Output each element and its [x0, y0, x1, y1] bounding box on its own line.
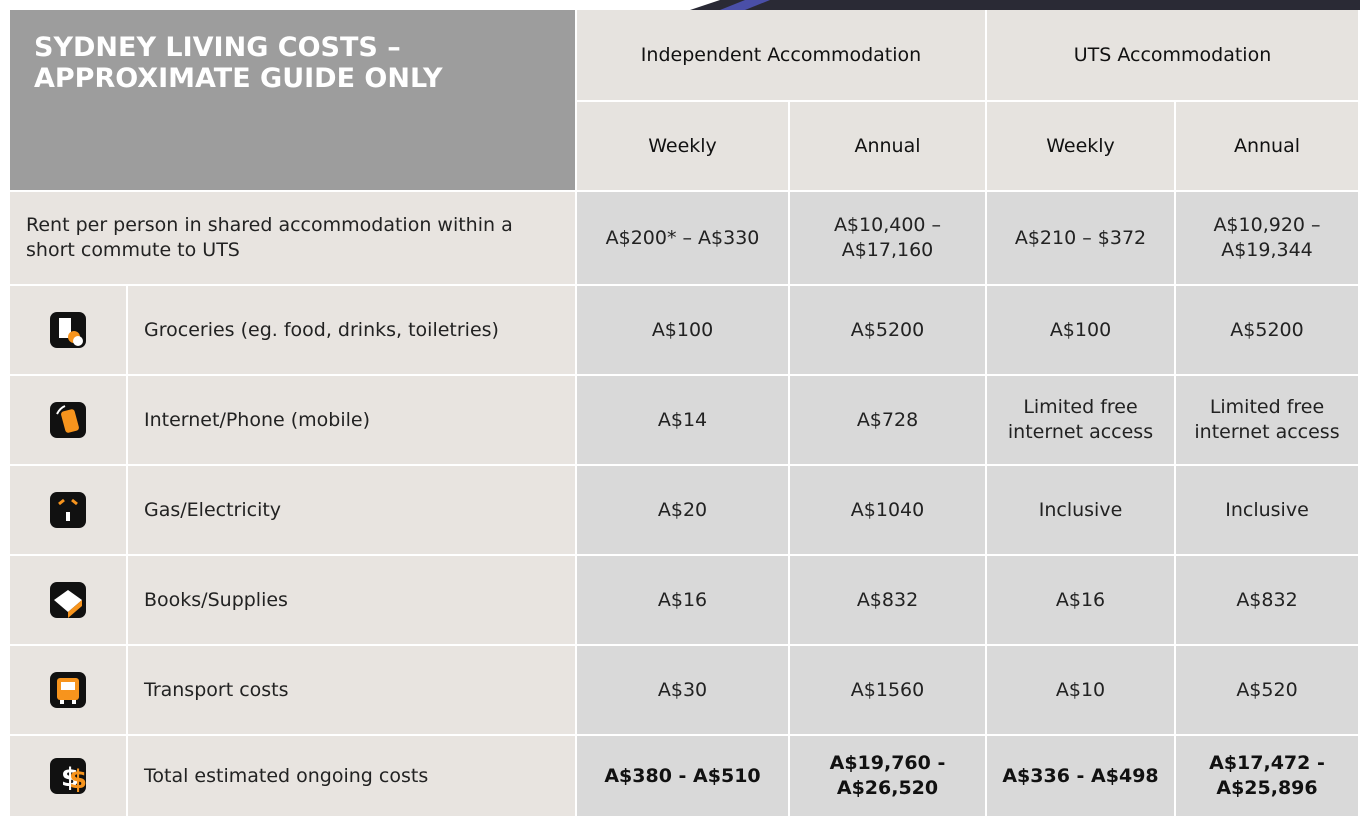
icon	[48, 670, 88, 710]
cost-value: A$5200	[790, 286, 987, 376]
icon	[48, 310, 88, 350]
cost-value: A$14	[577, 376, 790, 466]
icon	[48, 580, 88, 620]
cost-value: A$832	[1176, 556, 1360, 646]
cost-value: A$100	[987, 286, 1176, 376]
row-label: Total estimated ongoing costs	[128, 736, 577, 818]
cost-value: A$20	[577, 466, 790, 556]
svg-text:$: $	[69, 765, 87, 795]
row-icon	[10, 466, 128, 556]
column-header: Annual	[1176, 102, 1360, 192]
page: SYDNEY LIVING COSTS – APPROXIMATE GUIDE …	[0, 0, 1360, 818]
row-icon	[10, 376, 128, 466]
row-label: Groceries (eg. food, drinks, toiletries)	[128, 286, 577, 376]
cost-value: A$520	[1176, 646, 1360, 736]
cost-value: A$210 – $372	[987, 192, 1176, 286]
cost-value: Limited free internet access	[1176, 376, 1360, 466]
group-header: Independent Accommodation	[577, 10, 987, 102]
cost-value: A$200* – A$330	[577, 192, 790, 286]
cost-value: A$19,760 - A$26,520	[790, 736, 987, 818]
cost-value: A$17,472 - A$25,896	[1176, 736, 1360, 818]
row-icon: $$	[10, 736, 128, 818]
column-header: Weekly	[987, 102, 1176, 192]
cost-value: A$832	[790, 556, 987, 646]
cost-value: A$16	[577, 556, 790, 646]
cost-value: A$10	[987, 646, 1176, 736]
cost-value: A$16	[987, 556, 1176, 646]
row-label: Books/Supplies	[128, 556, 577, 646]
column-header: Annual	[790, 102, 987, 192]
row-label: Transport costs	[128, 646, 577, 736]
row-icon	[10, 556, 128, 646]
banner-image	[0, 0, 1360, 10]
icon	[48, 400, 88, 440]
column-header: Weekly	[577, 102, 790, 192]
row-label: Gas/Electricity	[128, 466, 577, 556]
cost-value: A$100	[577, 286, 790, 376]
icon	[48, 490, 88, 530]
cost-value: Inclusive	[987, 466, 1176, 556]
cost-value: A$1040	[790, 466, 987, 556]
cost-value: Limited free internet access	[987, 376, 1176, 466]
cost-value: Inclusive	[1176, 466, 1360, 556]
table-title: SYDNEY LIVING COSTS – APPROXIMATE GUIDE …	[10, 10, 577, 192]
cost-value: A$380 - A$510	[577, 736, 790, 818]
group-header: UTS Accommodation	[987, 10, 1360, 102]
cost-value: A$10,400 – A$17,160	[790, 192, 987, 286]
cost-value: A$336 - A$498	[987, 736, 1176, 818]
row-icon	[10, 286, 128, 376]
cost-value: A$10,920 – A$19,344	[1176, 192, 1360, 286]
cost-value: A$5200	[1176, 286, 1360, 376]
row-label: Rent per person in shared accommodation …	[10, 192, 577, 286]
cost-value: A$30	[577, 646, 790, 736]
icon: $$	[48, 756, 88, 796]
row-icon	[10, 646, 128, 736]
cost-value: A$1560	[790, 646, 987, 736]
cost-value: A$728	[790, 376, 987, 466]
row-label: Internet/Phone (mobile)	[128, 376, 577, 466]
